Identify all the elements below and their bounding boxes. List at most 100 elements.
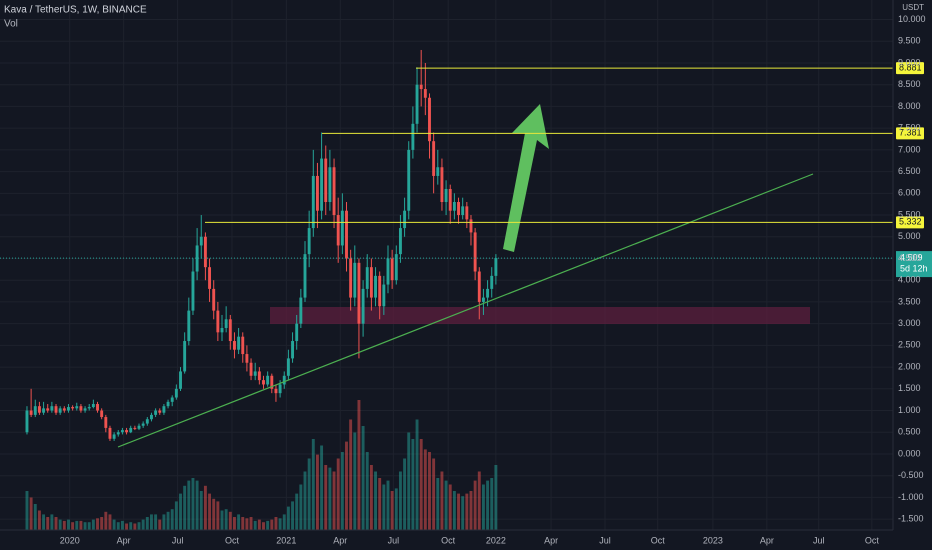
- volume-bar: [444, 480, 448, 530]
- x-tick-label: Jul: [599, 535, 611, 545]
- candle-body: [174, 388, 178, 398]
- candle-body: [382, 284, 386, 307]
- volume-bar: [299, 484, 303, 530]
- x-tick-label: Apr: [544, 535, 558, 545]
- candle-body: [286, 358, 290, 376]
- volume-bar: [262, 522, 265, 530]
- candle-body: [233, 341, 236, 350]
- candle-body: [428, 97, 431, 142]
- candle-body: [274, 388, 278, 394]
- volume-bar: [286, 506, 290, 530]
- volume-bar: [448, 484, 452, 530]
- volume-bar: [212, 498, 216, 530]
- volume-bar: [398, 471, 402, 530]
- volume-bar: [42, 514, 46, 530]
- candle-body: [465, 206, 469, 220]
- candle-body: [42, 408, 46, 413]
- y-tick-label: 5.500: [898, 209, 921, 219]
- volume-bar: [307, 458, 311, 530]
- candle-body: [315, 175, 319, 211]
- candle-body: [448, 188, 452, 211]
- volume-bar: [386, 480, 390, 530]
- candle-body: [386, 258, 390, 285]
- candle-body: [137, 425, 141, 429]
- x-tick-label: Apr: [333, 535, 347, 545]
- y-tick-label: 7.500: [898, 123, 921, 133]
- candle-body: [469, 219, 473, 233]
- y-tick-label: 9.500: [898, 36, 921, 46]
- volume-bar: [83, 522, 87, 530]
- candle-body: [220, 327, 224, 333]
- level-box: [896, 216, 924, 229]
- candle-body: [270, 375, 274, 389]
- candle-body: [340, 210, 344, 246]
- candle-body: [365, 267, 369, 289]
- y-tick-label: 2.500: [898, 340, 921, 350]
- volume-bar: [25, 491, 29, 530]
- candle-body: [452, 202, 456, 211]
- y-tick-label: 6.500: [898, 166, 921, 176]
- volume-bar: [461, 496, 465, 530]
- candle-body: [295, 323, 299, 342]
- candle-body: [179, 371, 182, 389]
- candle-body: [96, 404, 99, 411]
- candle-body: [187, 310, 191, 342]
- candle-body: [116, 432, 120, 435]
- volume-bar: [481, 484, 485, 530]
- candle-body: [166, 401, 170, 407]
- volume-bar: [179, 493, 182, 530]
- last-price: 4.509: [900, 252, 923, 262]
- volume-bar: [311, 439, 315, 530]
- volume-bar: [353, 432, 357, 530]
- y-tick-label: 4.000: [898, 275, 921, 285]
- volume-bar: [486, 480, 490, 530]
- volume-bar: [320, 445, 324, 530]
- candle-body: [224, 319, 228, 328]
- candle-body: [419, 84, 423, 90]
- title: Kava / TetherUS, 1W, BINANCE: [4, 5, 147, 16]
- volume-bar: [241, 517, 245, 530]
- candle-body: [461, 206, 465, 216]
- candle-body: [423, 89, 427, 98]
- volume-bar: [137, 522, 141, 530]
- volume-bar: [315, 454, 319, 530]
- volume-bar: [340, 452, 344, 530]
- volume-bar: [295, 493, 299, 530]
- volume-bar: [369, 465, 373, 530]
- volume-bar: [270, 519, 274, 530]
- volume-bar: [494, 465, 498, 530]
- candle-body: [257, 371, 261, 381]
- candle-body: [112, 434, 116, 439]
- grid: [0, 0, 893, 530]
- candle-body: [457, 202, 460, 216]
- volume-bar: [91, 519, 95, 530]
- arrow: [503, 104, 549, 252]
- volume-bar: [150, 514, 153, 530]
- volume-bar: [158, 519, 162, 530]
- axis: 10.000 9.500 9.000 8.500 8.000 7.500 7.000 6.50…: [60, 14, 926, 545]
- volume-bar: [116, 522, 120, 530]
- candle-body: [183, 341, 187, 372]
- support-zone: [270, 307, 810, 324]
- volume-bar: [374, 471, 377, 530]
- volume-bar: [378, 478, 382, 530]
- volume-bar: [29, 497, 33, 530]
- volume-bar: [457, 493, 460, 530]
- candle-body: [332, 167, 336, 216]
- volume-bar: [203, 485, 207, 530]
- volume-bar: [129, 522, 133, 530]
- candle-body: [83, 408, 87, 411]
- volume-bar: [133, 523, 137, 530]
- volume-bar: [365, 452, 369, 530]
- candle-body: [37, 406, 41, 413]
- volume-bar: [145, 517, 149, 530]
- candle-body: [444, 188, 448, 203]
- volume-bar: [233, 517, 236, 530]
- volume-bar: [199, 491, 203, 530]
- volume-bar: [75, 520, 79, 530]
- volume-bar: [170, 509, 174, 530]
- candle-body: [245, 354, 249, 363]
- volume-bar: [108, 514, 112, 530]
- candle-body: [145, 419, 149, 424]
